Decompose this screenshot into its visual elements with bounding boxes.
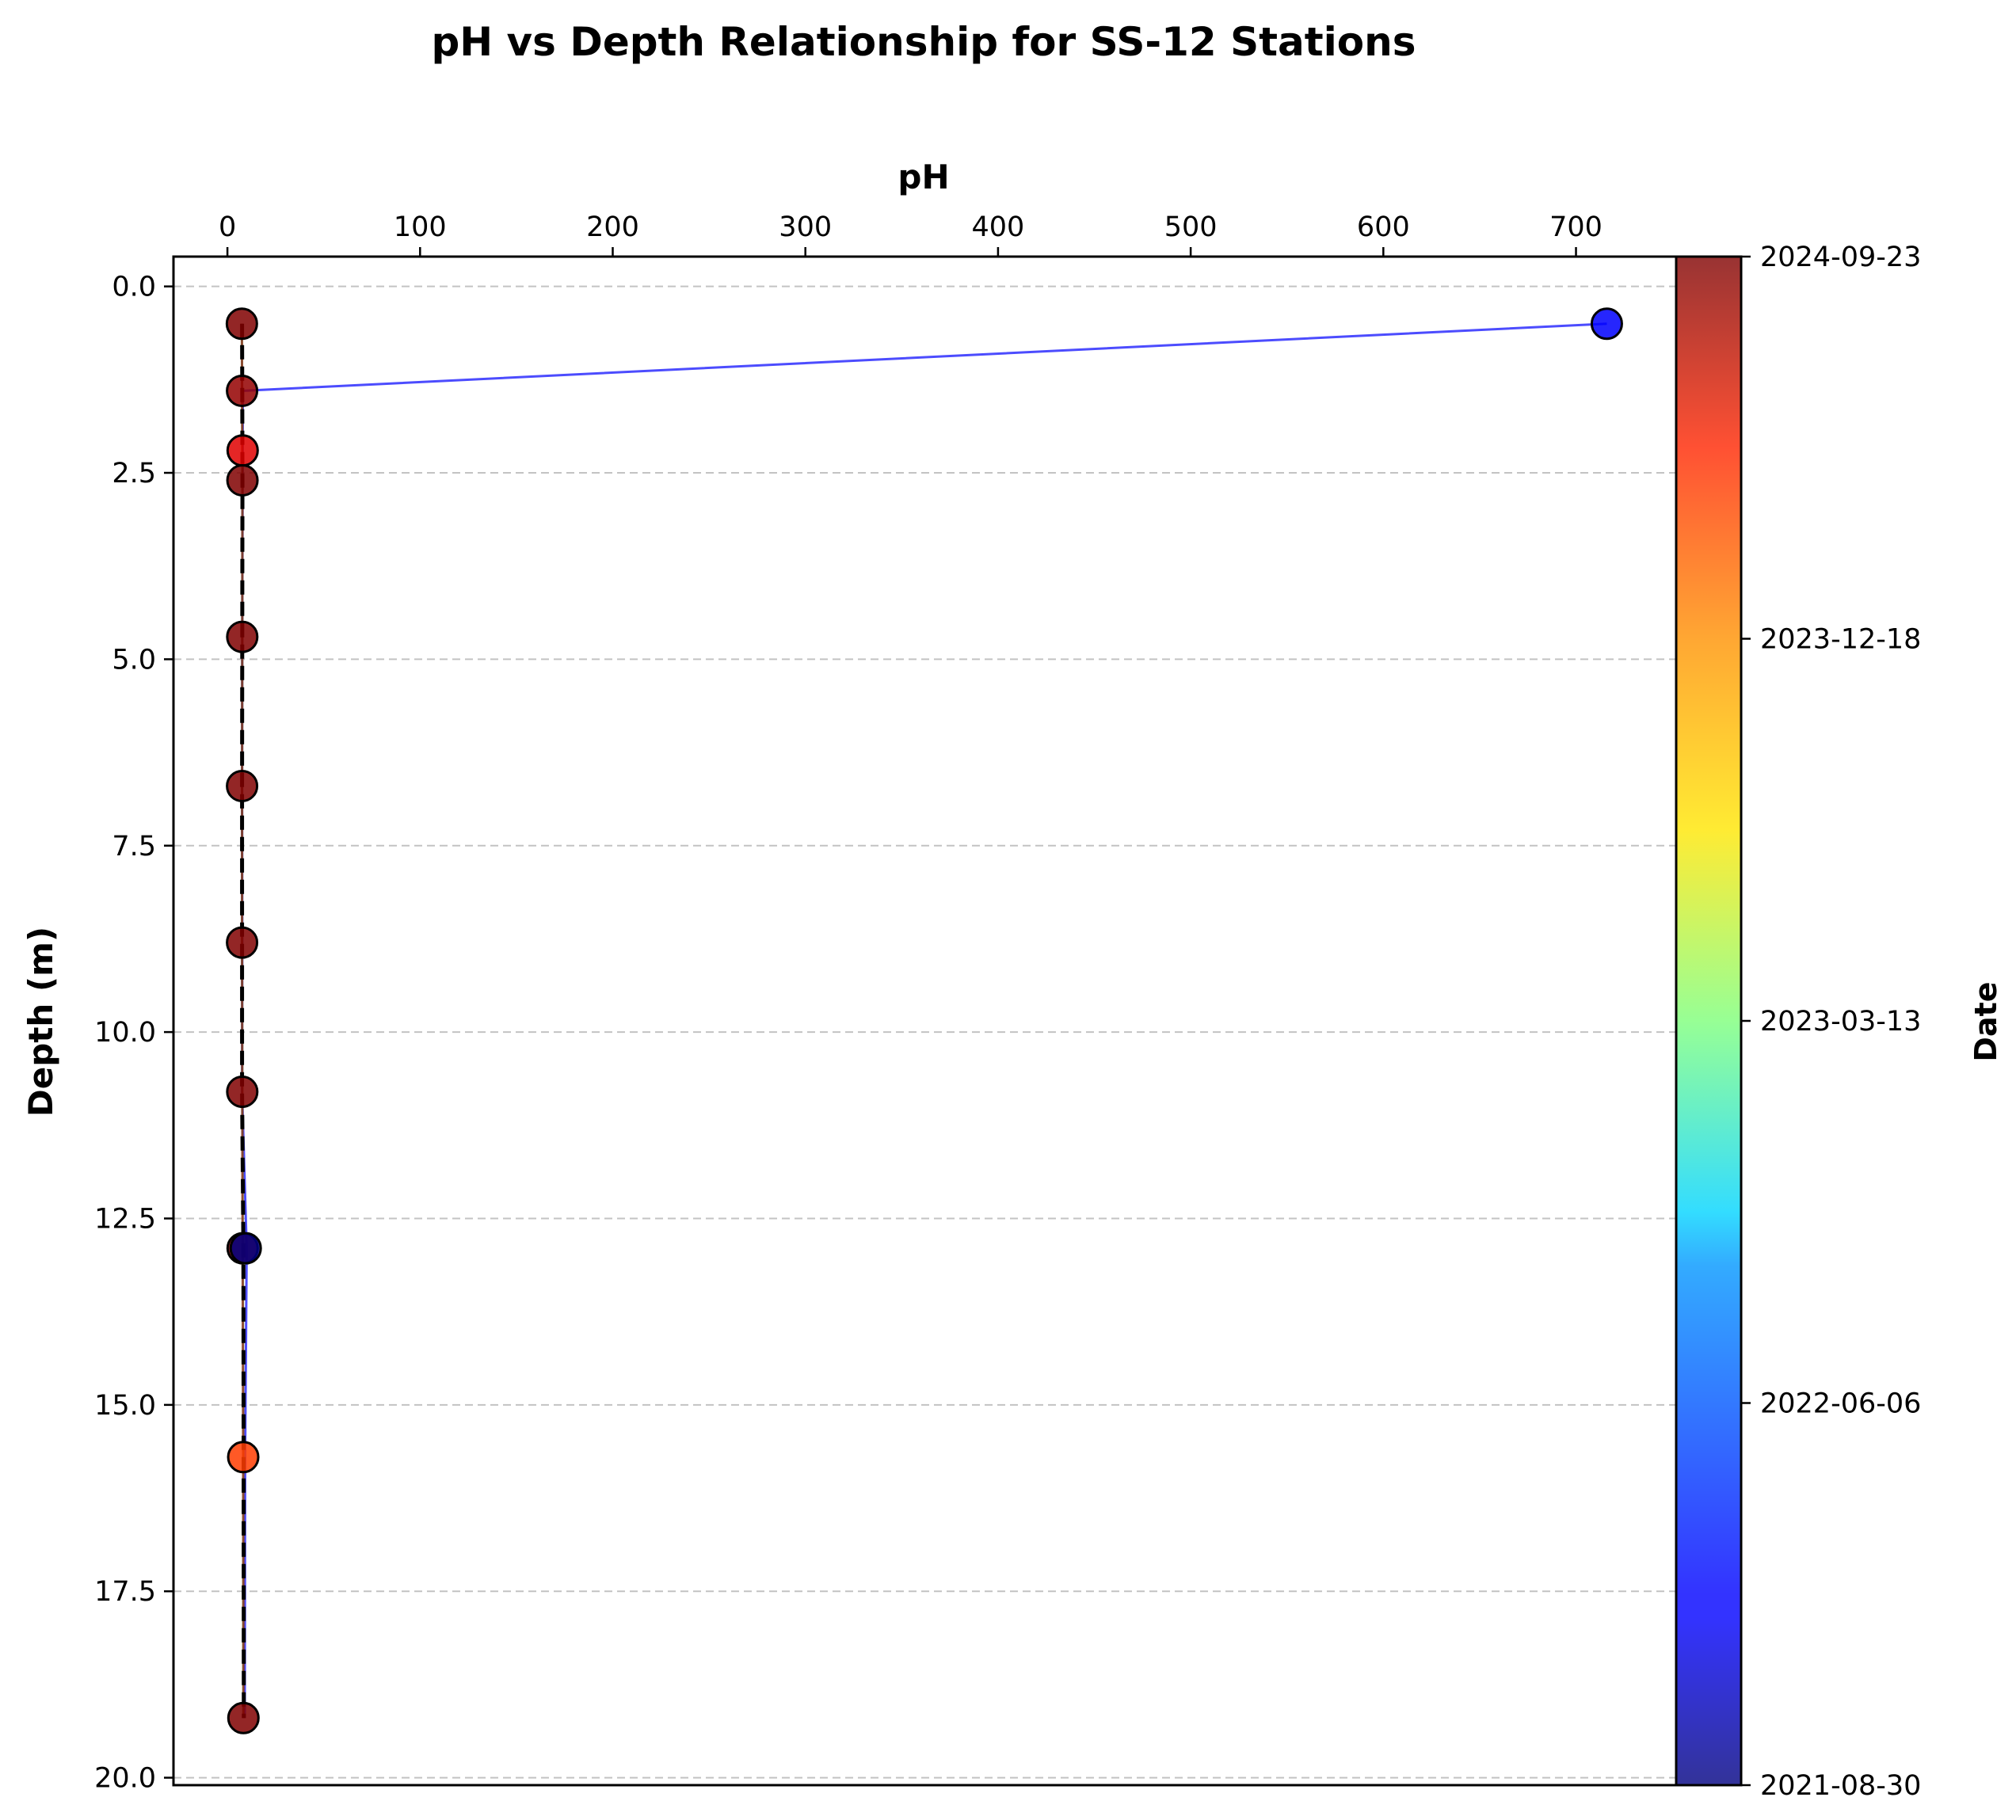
- y-tick-label: 20.0: [94, 1763, 156, 1795]
- x-axis: 0 100 200 300 400 500 600 700: [219, 211, 1603, 257]
- x-tick-label: 100: [394, 211, 447, 243]
- chart-title: pH vs Depth Relationship for SS-12 Stati…: [432, 19, 1416, 65]
- colorbar-tick-label: 2021-08-30: [1760, 1770, 1921, 1802]
- y-axis-label: Depth (m): [21, 927, 60, 1117]
- colorbar-tick-label: 2022-06-06: [1760, 1388, 1921, 1420]
- x-tick-label: 600: [1357, 211, 1410, 243]
- data-point: [227, 1701, 260, 1734]
- colorbar: 2024-09-23 2023-12-18 2023-03-13 2022-06-06…: [1675, 242, 2003, 1802]
- data-point: [227, 1441, 260, 1474]
- y-tick-label: 12.5: [94, 1203, 156, 1235]
- x-tick-label: 0: [219, 211, 236, 243]
- y-tick-label: 15.0: [94, 1390, 156, 1422]
- y-tick-label: 2.5: [112, 458, 156, 489]
- y-tick-label: 10.0: [94, 1017, 156, 1049]
- data-point: [1590, 307, 1623, 341]
- colorbar-tick-label: 2024-09-23: [1760, 242, 1921, 273]
- data-point: [225, 307, 258, 341]
- x-tick-label: 500: [1164, 211, 1218, 243]
- data-point: [226, 620, 259, 653]
- x-tick-label: 200: [586, 211, 639, 243]
- x-tick-label: 700: [1549, 211, 1603, 243]
- x-tick-label: 400: [972, 211, 1025, 243]
- colorbar-tick-label: 2023-03-13: [1760, 1006, 1921, 1038]
- data-points: [225, 307, 1623, 1734]
- y-axis: 0.0 2.5 5.0 7.5 10.0 12.5 15.0 17.5 20.0: [94, 272, 173, 1795]
- colorbar-ticks: 2024-09-23 2023-12-18 2023-03-13 2022-06-06…: [1741, 242, 1921, 1802]
- data-point: [226, 434, 259, 467]
- x-axis-label: pH: [897, 158, 949, 196]
- data-point: [226, 374, 259, 407]
- plot-background: [173, 257, 1676, 1785]
- x-tick-label: 300: [779, 211, 832, 243]
- y-tick-label: 7.5: [112, 831, 156, 862]
- colorbar-label: Date: [1968, 981, 2003, 1061]
- grid-lines: [173, 285, 1676, 1779]
- colorbar-tick-label: 2023-12-18: [1760, 624, 1921, 656]
- data-point: [226, 769, 259, 802]
- data-point: [229, 1232, 262, 1265]
- y-tick-label: 17.5: [94, 1576, 156, 1608]
- y-tick-label: 0.0: [112, 272, 156, 303]
- y-tick-label: 5.0: [112, 644, 156, 676]
- data-point: [226, 463, 259, 497]
- data-point: [226, 926, 259, 959]
- plot-area: [172, 255, 1678, 1787]
- colorbar-gradient: [1676, 257, 1741, 1785]
- data-point: [226, 1075, 259, 1108]
